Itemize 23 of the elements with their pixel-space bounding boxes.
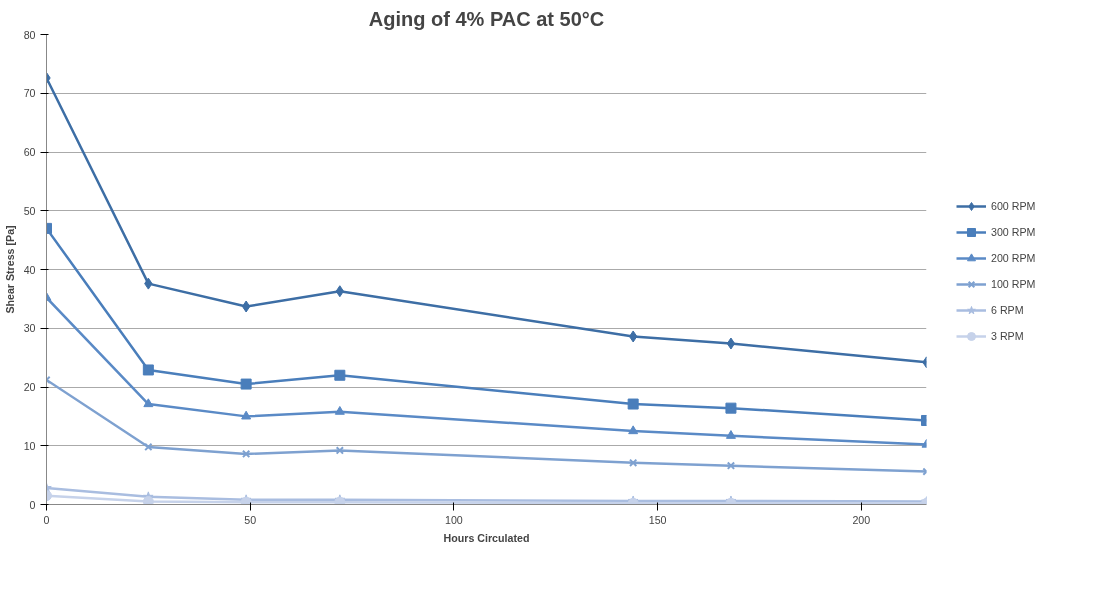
legend-label: 200 RPM	[991, 252, 1036, 264]
y-tick-label: 70	[23, 87, 36, 100]
legend-label: 100 RPM	[991, 278, 1036, 290]
x-tick-label: 150	[648, 513, 667, 526]
legend-label: 300 RPM	[991, 226, 1036, 238]
y-tick-label: 60	[23, 146, 36, 158]
legend-label: 6 RPM	[991, 304, 1024, 316]
x-tick-label: 0	[43, 513, 50, 526]
y-axis-title: Shear Stress [Pa]	[3, 225, 16, 314]
x-axis-title: Hours Circulated	[443, 531, 530, 544]
y-tick-label: 10	[23, 439, 36, 452]
y-tick-label: 20	[23, 381, 36, 393]
y-tick-label: 50	[23, 204, 36, 217]
y-tick-label: 80	[23, 28, 36, 41]
legend-label: 3 RPM	[991, 330, 1024, 342]
x-tick-label: 50	[244, 513, 257, 526]
x-tick-label: 100	[445, 513, 463, 526]
y-tick-label: 30	[23, 322, 36, 335]
chart-title: Aging of 4% PAC at 50°C	[368, 7, 605, 30]
x-tick-label: 200	[852, 513, 871, 526]
y-tick-label: 40	[23, 263, 36, 276]
legend-label: 600 RPM	[991, 200, 1036, 212]
y-tick-label: 0	[29, 498, 36, 511]
